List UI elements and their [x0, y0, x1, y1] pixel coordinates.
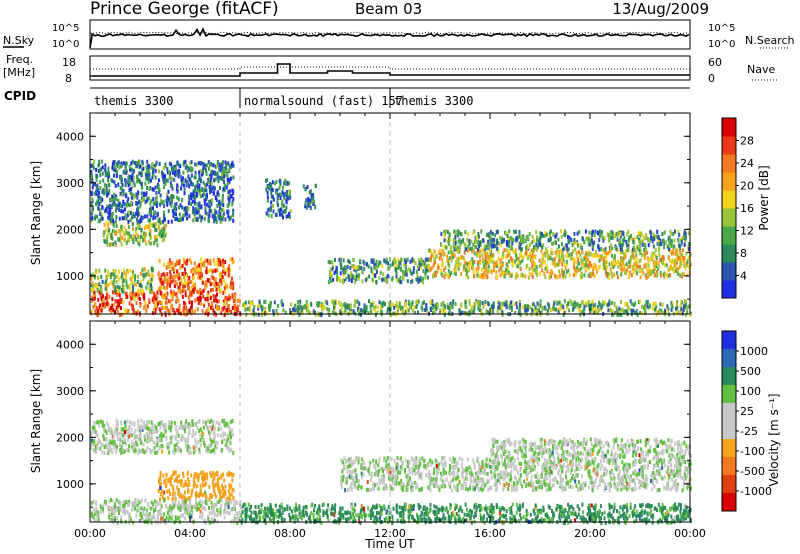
velocity-colorbar: 1000 500 100 25 -25 -100 -500 -1000	[721, 330, 772, 512]
power-colorbar-label: Power [dB]	[757, 165, 771, 230]
power-ylabel: Slant Range [km]	[29, 161, 43, 265]
freq-line	[90, 63, 690, 77]
velocity-cbar-tick-0: 1000	[740, 345, 768, 358]
nsky-tick-top: 10^5	[52, 23, 79, 34]
nsearch-tick-bottom: 10^0	[708, 39, 735, 50]
power-cbar-tick-6: 28	[740, 135, 754, 148]
power-cbar-tick-0: 4	[740, 270, 747, 283]
nave-tick-top: 60	[708, 56, 722, 69]
freq-panel: Freq. [MHz] 18 8 60 0 Nave	[3, 53, 778, 85]
cpid-segment-2: themis 3300	[394, 94, 473, 108]
velocity-panel: 1000 2000 3000 4000 00:00 04:00 08:00 12:00 16:…	[29, 113, 781, 551]
velocity-cbar-tick-5: -100	[740, 445, 765, 458]
power-ytick-1: 2000	[56, 223, 84, 236]
cpid-label: CPID	[4, 89, 36, 103]
time-tick-4: 16:00	[474, 527, 506, 540]
cpid-segment-0: themis 3300	[94, 94, 173, 108]
velocity-colorbar-label: Velocity [m s⁻¹]	[767, 393, 781, 486]
velocity-ytick-0: 1000	[56, 478, 84, 491]
freq-tick-bottom: 8	[65, 72, 72, 85]
time-tick-2: 08:00	[274, 527, 306, 540]
nsky-label: N.Sky	[3, 34, 35, 47]
power-scatter	[90, 159, 692, 318]
station-title: Prince George (fitACF)	[90, 0, 279, 19]
power-cbar-tick-5: 24	[740, 157, 754, 170]
nsearch-tick-top: 10^5	[708, 23, 735, 34]
velocity-cbar-tick-2: 100	[740, 385, 761, 398]
velocity-scatter	[90, 418, 692, 526]
cpid-segment-1: normalsound (fast) 157	[244, 94, 403, 108]
nave-label: Nave	[747, 63, 775, 76]
power-ytick-2: 3000	[56, 177, 84, 190]
time-axis-label: Time UT	[364, 537, 415, 551]
velocity-cbar-tick-3: 25	[740, 405, 754, 418]
freq-label: Freq.	[6, 53, 33, 66]
date-title: 13/Aug/2009	[612, 0, 709, 18]
velocity-ytick-3: 4000	[56, 338, 84, 351]
power-cbar-tick-4: 20	[740, 180, 754, 193]
nave-tick-bottom: 0	[708, 72, 715, 85]
velocity-ytick-2: 3000	[56, 385, 84, 398]
power-ytick-3: 4000	[56, 130, 84, 143]
velocity-cbar-tick-7: -1000	[740, 485, 772, 498]
power-cbar-tick-3: 16	[740, 202, 754, 215]
time-tick-5: 20:00	[574, 527, 606, 540]
nsky-tick-bottom: 10^0	[52, 39, 79, 50]
power-ytick-0: 1000	[56, 270, 84, 283]
nsky-line	[89, 27, 690, 49]
power-colorbar: 4 8 12 16 20 24 28	[721, 117, 754, 299]
time-tick-6: 00:00	[674, 527, 706, 540]
velocity-ytick-1: 2000	[56, 431, 84, 444]
time-tick-1: 04:00	[174, 527, 206, 540]
velocity-cbar-tick-4: -25	[740, 425, 758, 438]
nsearch-line	[89, 31, 690, 35]
power-cbar-tick-2: 12	[740, 225, 754, 238]
velocity-cbar-tick-6: -500	[740, 465, 765, 478]
cpid-row: CPID themis 3300 normalsound (fast) 157th…	[4, 87, 690, 108]
freq-unit-label: [MHz]	[3, 66, 35, 79]
time-tick-3: 12:00	[374, 527, 406, 540]
velocity-cbar-tick-1: 500	[740, 365, 761, 378]
freq-tick-top: 18	[62, 56, 76, 69]
power-panel: 1000 2000 3000 4000 Slant Range [km] 4 8 12 16…	[29, 112, 771, 318]
beam-title: Beam 03	[355, 0, 422, 18]
velocity-ylabel: Slant Range [km]	[29, 369, 43, 473]
nsearch-label: N.Search	[745, 34, 795, 47]
power-cbar-tick-1: 8	[740, 247, 747, 260]
time-tick-0: 00:00	[74, 527, 106, 540]
nave-line	[90, 66, 690, 70]
sky-panel: N.Sky 10^5 10^0 10^5 10^0 N.Search	[3, 19, 795, 50]
